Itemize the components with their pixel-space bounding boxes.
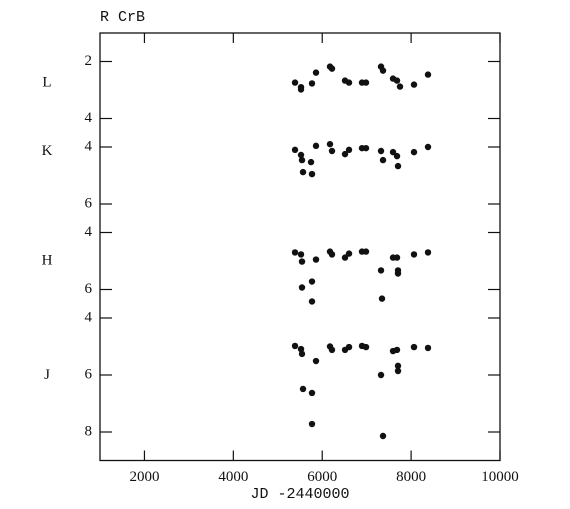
- data-point: [328, 346, 336, 354]
- x-tick-label: 2000: [129, 469, 159, 485]
- data-point: [312, 69, 320, 76]
- data-point: [308, 389, 316, 397]
- data-point: [328, 147, 336, 155]
- data-point: [308, 170, 316, 178]
- data-point: [379, 156, 387, 164]
- x-tick-label: 10000: [481, 469, 519, 485]
- data-point: [297, 86, 305, 93]
- data-point: [291, 249, 299, 256]
- data-point: [297, 345, 305, 353]
- data-point: [312, 256, 320, 263]
- data-point: [379, 67, 387, 74]
- data-point: [393, 77, 401, 84]
- y-tick-label: 4: [85, 224, 93, 240]
- x-tick-label: 6000: [307, 469, 337, 485]
- data-point: [291, 146, 299, 154]
- data-point: [298, 350, 306, 358]
- data-point: [362, 343, 370, 351]
- y-tick-label: 4: [85, 309, 93, 325]
- data-point: [299, 385, 307, 393]
- data-point: [377, 147, 385, 155]
- data-point: [308, 80, 316, 87]
- panel-label: J: [44, 367, 50, 383]
- y-tick-label: 2: [85, 53, 93, 69]
- data-point: [345, 343, 353, 351]
- panel-label: L: [42, 74, 51, 90]
- data-point: [393, 152, 401, 160]
- y-tick-label: 4: [85, 138, 93, 154]
- data-point: [312, 142, 320, 150]
- data-point: [389, 148, 397, 156]
- data-point: [341, 150, 349, 158]
- y-tick-label: 8: [85, 423, 93, 439]
- data-point: [424, 71, 432, 78]
- data-point: [394, 162, 402, 170]
- data-point: [410, 251, 418, 258]
- data-point: [362, 144, 370, 152]
- data-point: [308, 420, 316, 428]
- data-point: [298, 284, 306, 291]
- y-tick-label: 6: [85, 195, 93, 211]
- data-point: [394, 367, 402, 375]
- data-point: [394, 270, 402, 277]
- x-tick-label: 4000: [218, 469, 248, 485]
- data-point: [378, 295, 386, 302]
- data-point: [345, 250, 353, 257]
- data-point: [410, 343, 418, 351]
- data-point: [291, 79, 299, 86]
- data-point: [410, 81, 418, 88]
- data-point: [396, 83, 404, 90]
- data-point: [377, 267, 385, 274]
- plot-frame: [99, 32, 501, 462]
- data-point: [326, 140, 334, 148]
- x-tick-label: 8000: [396, 469, 426, 485]
- x-axis-label: JD -2440000: [250, 486, 349, 503]
- data-point: [308, 278, 316, 285]
- panel-label: K: [42, 143, 53, 159]
- data-point: [308, 298, 316, 305]
- data-point: [328, 65, 336, 72]
- data-point: [291, 342, 299, 350]
- data-point: [299, 168, 307, 176]
- data-point: [394, 362, 402, 370]
- data-point: [424, 249, 432, 256]
- data-point: [410, 148, 418, 156]
- data-point: [345, 79, 353, 86]
- y-tick-label: 6: [85, 366, 93, 382]
- data-point: [424, 143, 432, 151]
- data-point: [341, 254, 349, 261]
- data-point: [393, 254, 401, 261]
- data-point: [345, 146, 353, 154]
- data-point: [393, 346, 401, 354]
- y-tick-label: 4: [85, 110, 93, 126]
- data-point: [312, 357, 320, 365]
- data-point: [298, 156, 306, 164]
- data-point: [297, 251, 305, 258]
- data-point: [362, 248, 370, 255]
- y-tick-label: 6: [85, 281, 93, 297]
- data-point: [307, 158, 315, 166]
- chart-title: R CrB: [100, 9, 145, 26]
- data-point: [328, 251, 336, 258]
- data-point: [379, 432, 387, 440]
- data-point: [424, 344, 432, 352]
- panel-label: H: [42, 253, 53, 269]
- data-point: [297, 151, 305, 159]
- data-point: [298, 258, 306, 265]
- data-point: [362, 79, 370, 86]
- data-point: [377, 371, 385, 379]
